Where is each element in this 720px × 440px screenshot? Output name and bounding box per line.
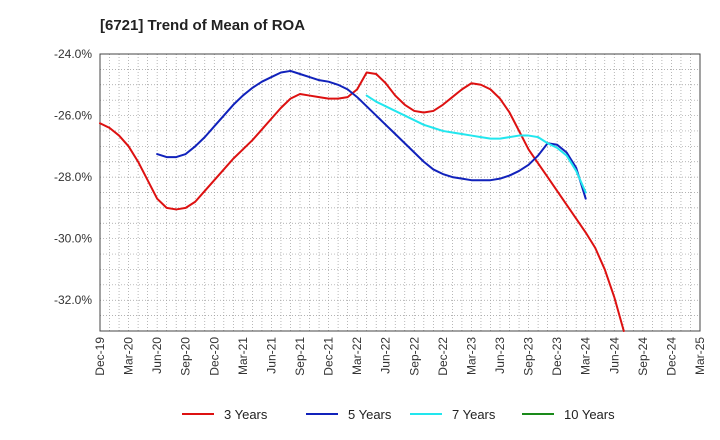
grid [99, 53, 701, 332]
x-tick-label: Jun-22 [379, 337, 393, 374]
x-tick-label: Mar-20 [122, 337, 136, 375]
legend: 3 Years 5 Years 7 Years 10 Years [182, 407, 615, 422]
series-lines [99, 69, 625, 332]
legend-label: 10 Years [564, 407, 615, 422]
y-tick-label: -24.0% [54, 47, 92, 61]
legend-label: 3 Years [224, 407, 268, 422]
series-line-3 [365, 94, 587, 194]
x-tick-label: Mar-24 [579, 337, 593, 375]
legend-label: 7 Years [452, 407, 496, 422]
y-tick-label: -28.0% [54, 170, 92, 184]
x-tick-label: Sep-23 [522, 337, 536, 376]
x-tick-label: Jun-24 [607, 337, 621, 374]
y-axis-ticks: -24.0% -26.0% -28.0% -30.0% -32.0% [54, 47, 92, 307]
series-line-2 [156, 69, 587, 200]
x-tick-label: Mar-23 [464, 337, 478, 375]
x-tick-label: Dec-24 [664, 337, 678, 376]
x-tick-label: Mar-21 [236, 337, 250, 375]
x-tick-label: Mar-25 [693, 337, 707, 375]
x-tick-label: Jun-23 [493, 337, 507, 374]
plot-area [99, 53, 701, 332]
series-line-1 [99, 71, 625, 332]
x-tick-label: Dec-21 [322, 337, 336, 376]
x-tick-label: Sep-20 [179, 337, 193, 376]
x-tick-label: Dec-19 [93, 337, 107, 376]
x-tick-label: Mar-22 [350, 337, 364, 375]
x-tick-label: Dec-23 [550, 337, 564, 376]
x-tick-label: Dec-22 [436, 337, 450, 376]
y-tick-label: -26.0% [54, 109, 92, 123]
legend-label: 5 Years [348, 407, 392, 422]
y-tick-label: -30.0% [54, 232, 92, 246]
x-axis-ticks: Dec-19 Mar-20 Jun-20 Sep-20 Dec-20 Mar-21 Jun-… [93, 337, 707, 376]
x-tick-label: Dec-20 [207, 337, 221, 376]
y-tick-label: -32.0% [54, 293, 92, 307]
chart-title: [6721] Trend of Mean of ROA [100, 17, 305, 34]
x-tick-label: Jun-21 [264, 337, 278, 374]
x-tick-label: Jun-20 [150, 337, 164, 374]
x-tick-label: Sep-21 [293, 337, 307, 376]
x-tick-label: Sep-22 [407, 337, 421, 376]
x-tick-label: Sep-24 [636, 337, 650, 376]
